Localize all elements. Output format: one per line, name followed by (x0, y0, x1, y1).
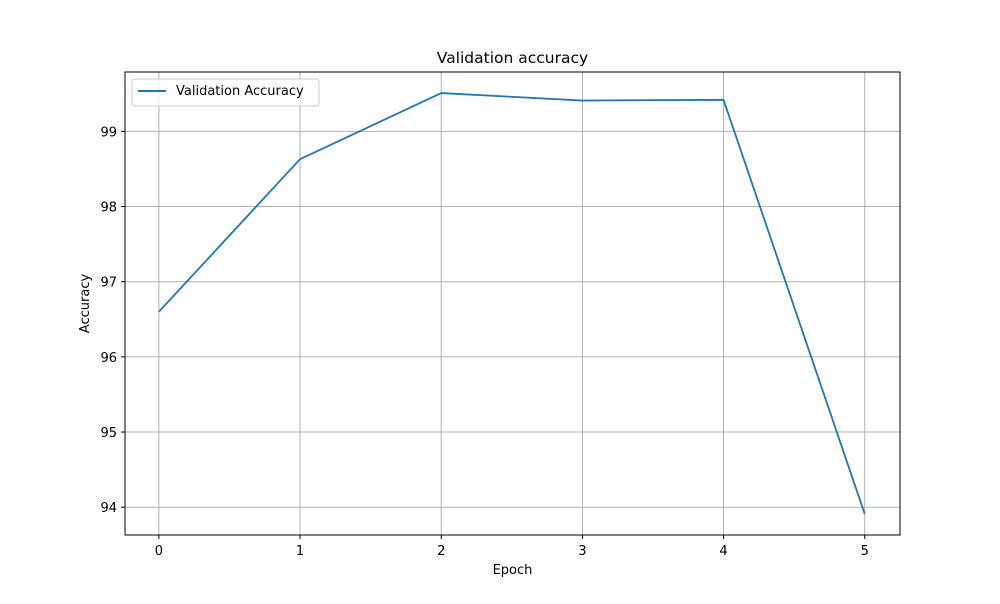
chart-title: Validation accuracy (437, 49, 588, 67)
axis-ticks: 0 1 2 3 4 5 94 95 96 97 98 99 (100, 125, 868, 559)
y-axis-label: Accuracy (78, 274, 93, 334)
x-tick-label: 3 (578, 544, 586, 559)
y-tick-label: 94 (100, 501, 117, 516)
legend-label-validation-accuracy: Validation Accuracy (176, 84, 304, 99)
legend: Validation Accuracy (131, 78, 320, 107)
y-tick-label: 95 (100, 426, 117, 441)
x-tick-label: 2 (437, 544, 445, 559)
y-tick-label: 96 (100, 351, 117, 366)
y-tick-label: 97 (100, 276, 117, 291)
x-tick-label: 4 (719, 544, 727, 559)
y-tick-label: 99 (100, 125, 117, 140)
series-line-validation-accuracy (158, 92, 866, 515)
y-tick-label: 98 (100, 201, 117, 216)
x-tick-label: 0 (155, 544, 163, 559)
x-tick-label: 5 (861, 544, 869, 559)
x-tick-label: 1 (296, 544, 304, 559)
x-axis-label: Epoch (493, 563, 533, 578)
plot-area-frame (124, 71, 901, 536)
grid-lines (125, 72, 900, 535)
legend-box (131, 78, 320, 107)
series-layer (158, 92, 866, 515)
